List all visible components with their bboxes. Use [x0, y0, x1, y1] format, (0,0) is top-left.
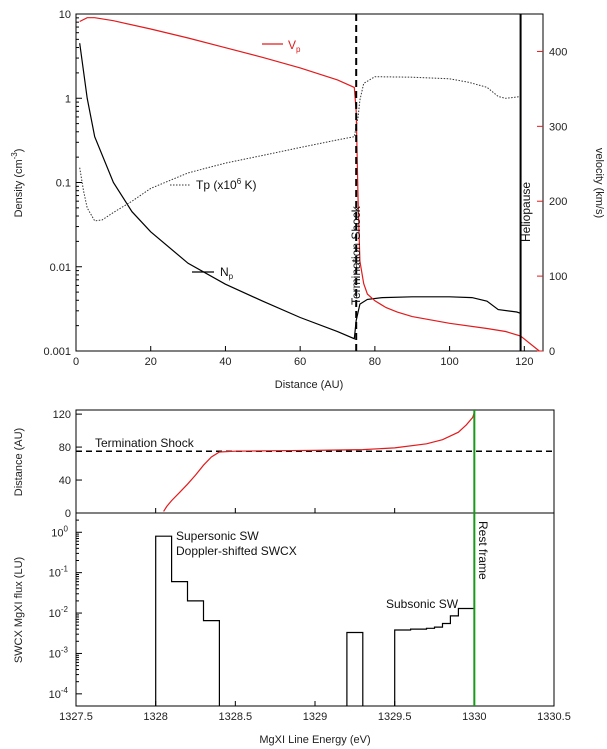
bottom-y-tick-exp: -3: [61, 645, 69, 654]
vp-legend-sub: p: [296, 45, 301, 54]
top-x-tick-label: 120: [515, 356, 533, 368]
top-y-axis-label: Density (cm-3): [10, 149, 25, 218]
top-x-ticks: 0 20 40 60 80 100 120: [73, 346, 533, 368]
bottom-y-tick-exp: -4: [61, 686, 69, 695]
np-legend-sub: p: [229, 272, 234, 281]
bottom-x-tick-label: 1330.5: [537, 711, 571, 723]
distance-curve: [163, 412, 475, 512]
bottom-x-tick-label: 1330: [462, 711, 486, 723]
top-plot-frame: [75, 13, 544, 352]
top-x-tick-label: 40: [219, 356, 231, 368]
rest-frame-label: Rest frame: [476, 521, 490, 580]
heliopause-label: Heliopause: [519, 182, 533, 242]
top-y-tick-label: 0.01: [50, 262, 71, 274]
top-x-axis-label: Distance (AU): [275, 379, 343, 391]
mid-termination-shock-label: Termination Shock: [95, 436, 195, 450]
bottom-x-tick-label: 1327.5: [59, 711, 93, 723]
distance-panel: 0 40 80 120 Termination Shock Distance (AU): [13, 409, 555, 520]
bottom-x-tick-label: 1329.5: [378, 711, 412, 723]
top-x-tick-label: 60: [294, 356, 306, 368]
mid-y-ticks: 0 40 80 120: [53, 409, 82, 520]
top-y-right-tick-label: 200: [549, 196, 567, 208]
mid-y-tick-label: 80: [59, 442, 71, 454]
bottom-x-tick-label: 1329: [303, 711, 327, 723]
tp-legend-label: Tp (x106 K): [196, 177, 256, 192]
subsonic-label: Subsonic SW: [386, 597, 459, 611]
mid-plot-frame: [75, 409, 555, 514]
termination-shock-label: Termination Shock: [349, 205, 363, 305]
top-x-tick-label: 100: [440, 356, 458, 368]
bottom-y-tick-base: 10: [49, 608, 61, 620]
top-x-tick-label: 20: [145, 356, 157, 368]
bottom-y-tick-label: 10-4: [49, 686, 69, 701]
top-y-ticks: 0.001 0.01 0.1 1 10: [43, 9, 82, 358]
bottom-x-axis-label: MgXI Line Energy (eV): [259, 734, 370, 746]
bottom-y-tick-exp: -2: [61, 605, 69, 614]
np-legend-label: Np: [220, 265, 234, 281]
mid-x-ticks: [75, 508, 555, 513]
vp-velocity-line: [79, 17, 540, 352]
mid-y-tick-label: 120: [53, 409, 71, 421]
bottom-y-tick-exp: 0: [64, 524, 69, 533]
vp-legend: Vp: [262, 38, 301, 54]
bottom-y-tick-label: 10-2: [49, 605, 69, 620]
np-legend: Np: [192, 265, 234, 281]
mid-y-axis-label: Distance (AU): [13, 428, 25, 496]
bottom-y-tick-base: 10: [51, 527, 63, 539]
supersonic-label-1: Supersonic SW: [176, 529, 259, 543]
top-y-right-tick-label: 0: [549, 346, 555, 358]
top-y-tick-label: 0.001: [43, 346, 71, 358]
tp-legend-sup: 6: [237, 177, 242, 186]
flux-histogram: [155, 535, 475, 706]
top-y-right-axis-label: velocity (km/s): [593, 148, 605, 218]
np-density-line: [79, 43, 521, 340]
vp-legend-label: Vp: [288, 38, 301, 54]
density-velocity-panel: 0 20 40 60 80 100 120 0.001 0.01 0.1 1 10 0 100 200 3…: [10, 9, 605, 391]
bottom-y-tick-base: 10: [49, 568, 61, 580]
top-y-tick-label: 1: [65, 93, 71, 105]
tp-legend: Tp (x106 K): [170, 177, 256, 192]
top-y-right-tick-label: 400: [549, 46, 567, 58]
bottom-y-tick-base: 10: [49, 689, 61, 701]
tp-legend-tail: K): [241, 178, 256, 192]
bottom-x-ticks: 1327.5 1328 1328.5 1329 1329.5 1330 1330.5: [59, 701, 571, 723]
top-y-axis-label-sup: -3: [10, 152, 19, 160]
supersonic-label-2: Doppler-shifted SWCX: [176, 544, 297, 558]
mid-y-tick-label: 40: [59, 475, 71, 487]
bottom-x-tick-label: 1328.5: [219, 711, 253, 723]
top-y-tick-label: 0.1: [56, 178, 71, 190]
bottom-y-tick-base: 10: [49, 648, 61, 660]
bottom-y-tick-exp: -1: [61, 565, 69, 574]
top-x-tick-label: 80: [369, 356, 381, 368]
bottom-y-tick-label: 100: [51, 524, 68, 539]
tp-temperature-line: [79, 76, 521, 222]
top-y-right-tick-label: 300: [549, 121, 567, 133]
bottom-x-tick-label: 1328: [143, 711, 167, 723]
top-y-axis-label-tail: ): [13, 149, 25, 153]
top-y-tick-label: 10: [59, 9, 71, 21]
mid-y-tick-label: 0: [65, 508, 71, 520]
top-y-right-tick-label: 100: [549, 271, 567, 283]
top-x-tick-label: 0: [73, 356, 79, 368]
top-y-right-ticks: 0 100 200 300 400: [537, 46, 567, 358]
bottom-y-tick-label: 10-3: [49, 645, 69, 660]
bottom-y-tick-label: 10-1: [49, 565, 69, 580]
bottom-y-axis-label: SWCX MgXI flux (LU): [13, 557, 25, 663]
